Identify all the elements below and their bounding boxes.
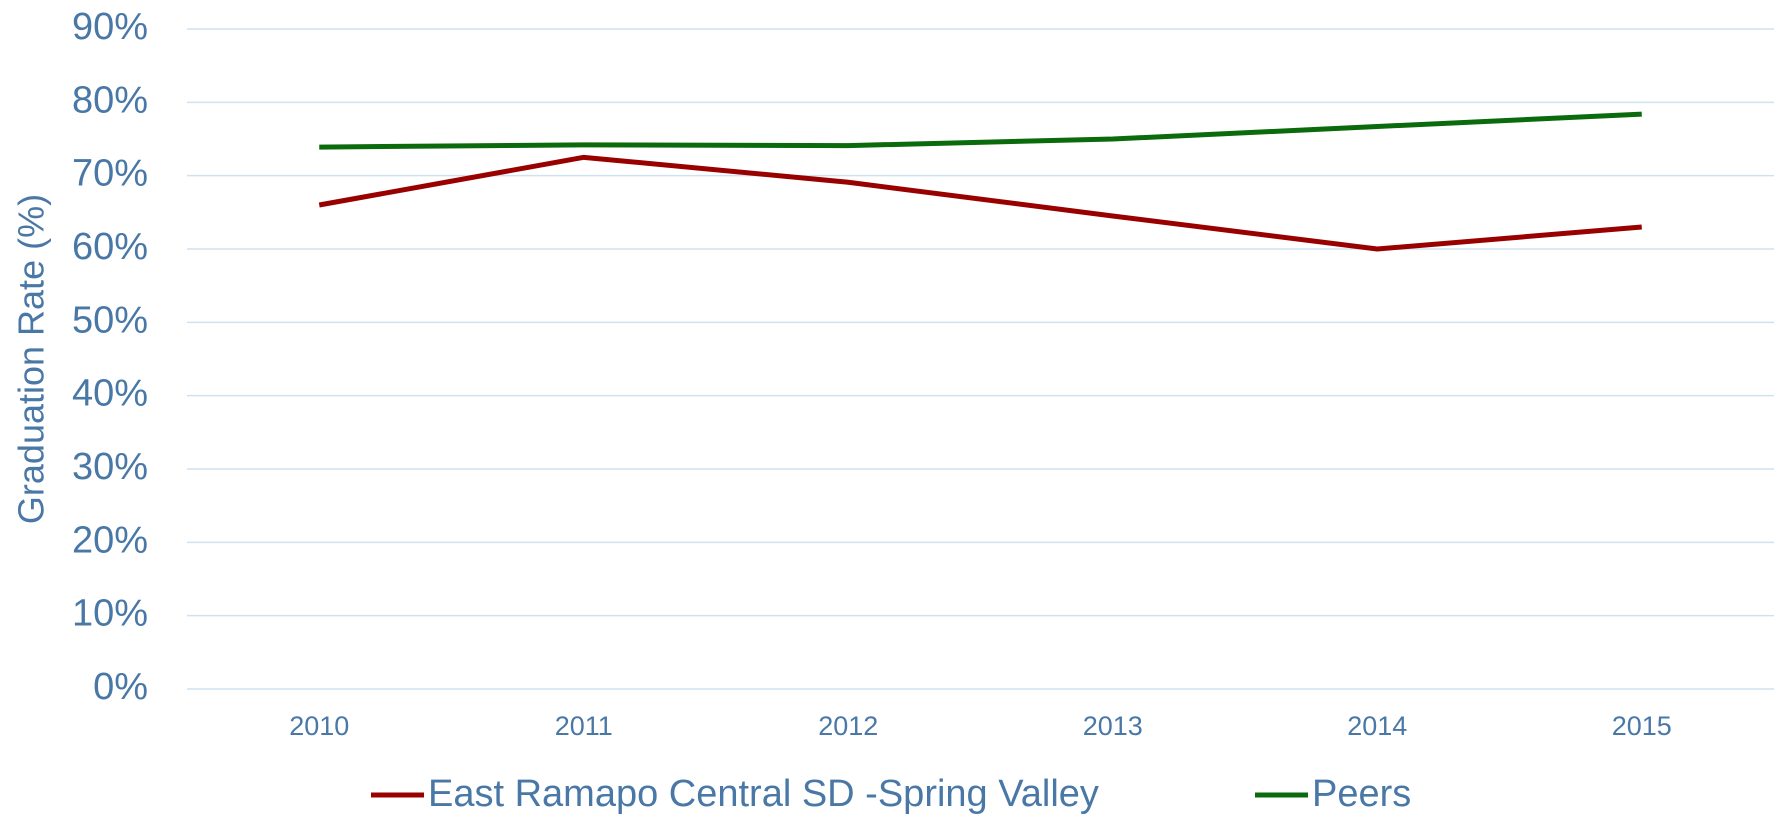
- y-tick-label: 0%: [93, 666, 148, 708]
- x-tick-label: 2015: [1612, 711, 1672, 741]
- series-line: [319, 111, 1642, 150]
- x-tick-label: 2012: [818, 711, 878, 741]
- y-tick-label: 50%: [72, 299, 148, 341]
- x-tick-label: 2014: [1347, 711, 1407, 741]
- y-tick-label: 90%: [72, 6, 148, 48]
- y-tick-label: 70%: [72, 153, 148, 195]
- x-tick-label: 2013: [1083, 711, 1143, 741]
- y-tick-label: 20%: [72, 519, 148, 561]
- x-tick-label: 2011: [555, 711, 613, 741]
- y-tick-label: 30%: [72, 446, 148, 488]
- y-tick-label: 40%: [72, 373, 148, 415]
- y-tick-label: 10%: [72, 593, 148, 635]
- series-line: [318, 154, 1642, 252]
- y-axis-label: Graduation Rate (%): [11, 194, 52, 524]
- y-tick-label: 60%: [72, 226, 148, 268]
- legend-label: East Ramapo Central SD -Spring Valley: [428, 773, 1099, 815]
- legend-label: Peers: [1312, 773, 1411, 815]
- y-tick-label: 80%: [72, 79, 148, 121]
- x-tick-label: 2010: [289, 711, 349, 741]
